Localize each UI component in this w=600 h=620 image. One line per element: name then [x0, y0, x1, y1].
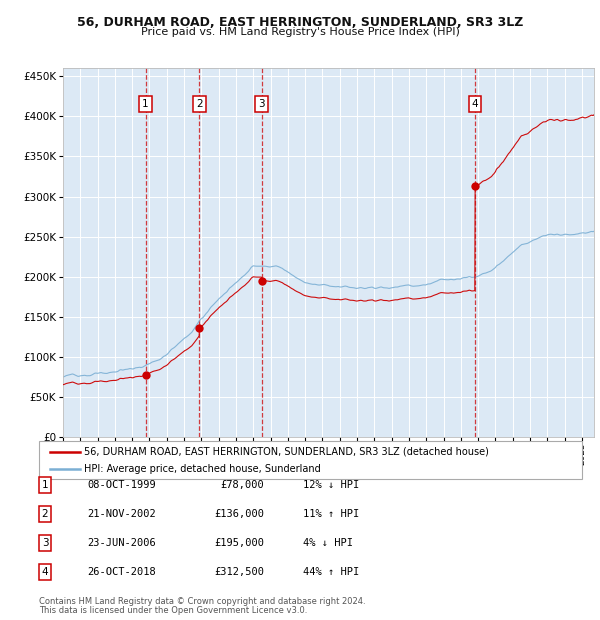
- Text: 08-OCT-1999: 08-OCT-1999: [87, 480, 156, 490]
- Text: 4: 4: [41, 567, 49, 577]
- Text: This data is licensed under the Open Government Licence v3.0.: This data is licensed under the Open Gov…: [39, 606, 307, 615]
- Text: 56, DURHAM ROAD, EAST HERRINGTON, SUNDERLAND, SR3 3LZ (detached house): 56, DURHAM ROAD, EAST HERRINGTON, SUNDER…: [84, 447, 489, 457]
- Text: 56, DURHAM ROAD, EAST HERRINGTON, SUNDERLAND, SR3 3LZ: 56, DURHAM ROAD, EAST HERRINGTON, SUNDER…: [77, 16, 523, 29]
- Text: Contains HM Land Registry data © Crown copyright and database right 2024.: Contains HM Land Registry data © Crown c…: [39, 597, 365, 606]
- Text: £195,000: £195,000: [214, 538, 264, 548]
- Text: 4: 4: [472, 99, 478, 109]
- Text: 12% ↓ HPI: 12% ↓ HPI: [303, 480, 359, 490]
- Text: 26-OCT-2018: 26-OCT-2018: [87, 567, 156, 577]
- Text: £136,000: £136,000: [214, 509, 264, 519]
- Text: 2: 2: [41, 509, 49, 519]
- Text: 1: 1: [41, 480, 49, 490]
- Text: 1: 1: [142, 99, 149, 109]
- Text: £78,000: £78,000: [220, 480, 264, 490]
- Text: HPI: Average price, detached house, Sunderland: HPI: Average price, detached house, Sund…: [84, 464, 321, 474]
- Text: 2: 2: [196, 99, 203, 109]
- Text: 11% ↑ HPI: 11% ↑ HPI: [303, 509, 359, 519]
- Text: 44% ↑ HPI: 44% ↑ HPI: [303, 567, 359, 577]
- Text: 4% ↓ HPI: 4% ↓ HPI: [303, 538, 353, 548]
- Text: 21-NOV-2002: 21-NOV-2002: [87, 509, 156, 519]
- Text: £312,500: £312,500: [214, 567, 264, 577]
- Text: Price paid vs. HM Land Registry's House Price Index (HPI): Price paid vs. HM Land Registry's House …: [140, 27, 460, 37]
- Text: 3: 3: [258, 99, 265, 109]
- Text: 23-JUN-2006: 23-JUN-2006: [87, 538, 156, 548]
- Text: 3: 3: [41, 538, 49, 548]
